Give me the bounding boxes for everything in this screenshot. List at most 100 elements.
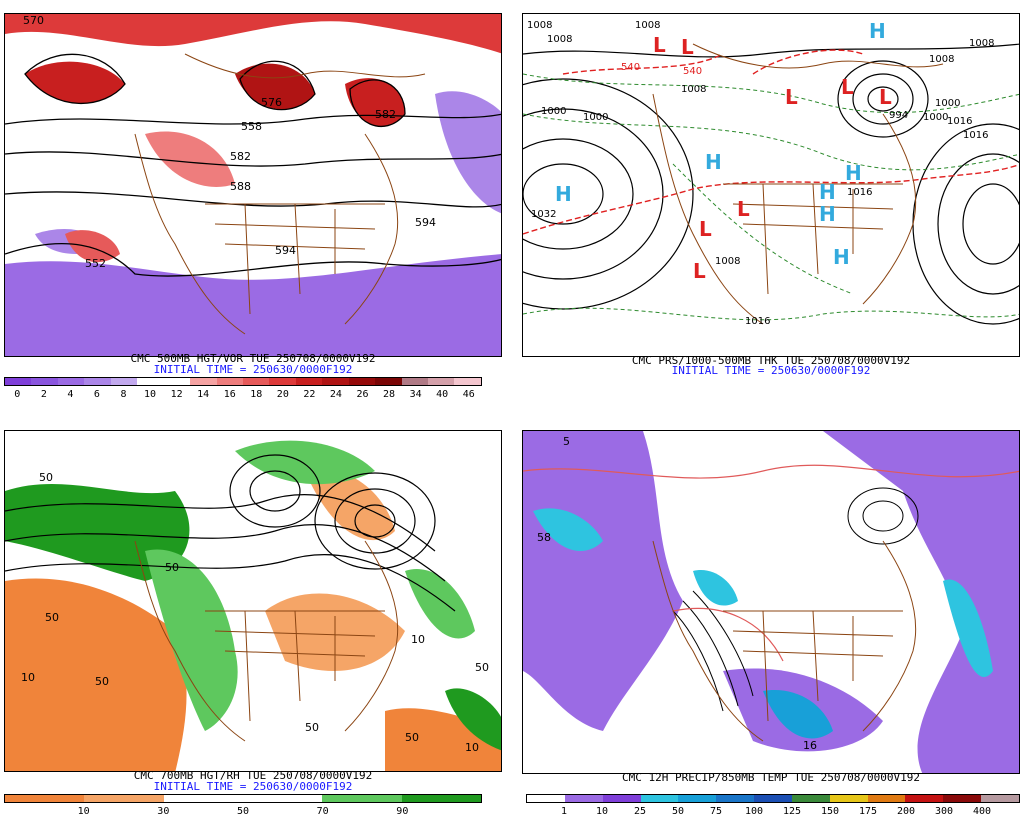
low-pressure-center: L [699, 217, 712, 241]
map-label: 50 [45, 611, 59, 624]
precip-moderate-fill [943, 579, 993, 677]
map-label: 1000 [923, 112, 948, 123]
panel-init-time: INITIAL TIME = 250630/0000F192 [153, 363, 353, 376]
colorbar-label: 12 [170, 389, 183, 400]
colorbar-label: 20 [276, 389, 289, 400]
colorbar-label: 70 [316, 806, 329, 817]
temperature-contours [672, 487, 919, 712]
high-pressure-center: H [555, 182, 572, 206]
colorbar-labels: 1 10 25 50 75 100 125 150 175 200 300 400 [526, 806, 1020, 818]
map-label: 50 [475, 661, 489, 674]
colorbar-labels: 10 30 50 70 90 [4, 806, 482, 818]
colorbar-label: 150 [820, 806, 840, 817]
map-label: 1008 [547, 34, 572, 45]
map-label: 50 [305, 721, 319, 734]
colorbar [4, 377, 482, 386]
colorbar-label: 125 [782, 806, 802, 817]
colorbar-swatch [322, 795, 402, 802]
colorbar-swatch [242, 795, 323, 802]
colorbar-label: 400 [972, 806, 992, 817]
map-label: 1008 [527, 20, 552, 31]
colorbar-label: 16 [223, 389, 236, 400]
colorbar-label: 300 [934, 806, 954, 817]
map-label: 540 [621, 62, 640, 73]
map-label: 58 [537, 531, 551, 544]
map-label: 1016 [847, 187, 872, 198]
low-pressure-center: L [693, 259, 706, 283]
colorbar-swatch [943, 795, 982, 802]
map-label: 582 [375, 108, 396, 121]
colorbar-label: 40 [436, 389, 449, 400]
map-label: 1008 [969, 38, 994, 49]
colorbar-swatch [401, 795, 481, 802]
panel-title: CMC 500MB HGT/VOR TUE 250708/0000V192 [130, 352, 376, 365]
map-prs-thk: H H H H H H H L L L L L L L L 1032 1016 … [522, 13, 1020, 357]
colorbar-label: 8 [120, 389, 127, 400]
panel-title: CMC 12H PRECIP/850MB TEMP TUE 250708/000… [621, 771, 920, 784]
vorticity-high-fill [235, 63, 315, 110]
precip-light-fill [523, 431, 683, 731]
map-label: 1008 [635, 20, 660, 31]
panel-init-time: INITIAL TIME = 250630/0000F192 [671, 364, 871, 377]
colorbar-label: 100 [744, 806, 764, 817]
colorbar-swatch [269, 378, 296, 385]
map-label: 1000 [583, 112, 608, 123]
low-pressure-center: L [737, 197, 750, 221]
colorbar-swatch [348, 378, 376, 385]
map-700mb: 50 50 10 50 50 50 10 50 50 10 [4, 430, 502, 772]
isobars [523, 43, 1019, 325]
colorbar-swatch [564, 795, 603, 802]
coastlines [134, 53, 426, 335]
panel-12h-precip-850mb-temp: 5 16 58 CMC 12H PRECIP/850MB TEMP TUE 25… [518, 415, 1024, 819]
colorbar-label: 18 [250, 389, 263, 400]
high-pressure-center: H [819, 202, 836, 226]
colorbar-label: 26 [356, 389, 369, 400]
freezing-line [523, 464, 1019, 662]
colorbar-label: 24 [329, 389, 342, 400]
map-label: 5 [563, 435, 570, 448]
map-label: 594 [275, 244, 296, 257]
vorticity-high-fill [65, 230, 120, 263]
colorbar-label: 25 [633, 806, 647, 817]
thickness-540-line [523, 49, 1019, 235]
rh-moist-fill [145, 549, 238, 731]
colorbar-swatch [678, 795, 717, 802]
colorbar-swatch [527, 795, 565, 802]
map-label: 1032 [531, 209, 556, 220]
colorbar-swatch [84, 378, 111, 385]
colorbar [4, 794, 482, 803]
high-pressure-center: H [845, 161, 862, 185]
vorticity-low-fill [5, 254, 501, 356]
colorbar-swatch [216, 378, 243, 385]
colorbar-label: 50 [671, 806, 685, 817]
colorbar-swatch [401, 378, 428, 385]
precip-moderate-fill [533, 508, 603, 551]
rh-dry-fill [305, 469, 395, 541]
map-label: 1016 [947, 116, 972, 127]
colorbar-swatch [602, 795, 641, 802]
panel-prs-thk: H H H H H H H L L L L L L L L 1032 1016 … [518, 0, 1024, 404]
colorbar-swatch [57, 378, 85, 385]
map-label: 570 [23, 14, 44, 27]
coastlines [652, 540, 917, 742]
low-pressure-center: L [879, 85, 892, 109]
colorbar-swatch [375, 378, 402, 385]
panel-500mb-hgt-vor: 570 552 558 576 582 588 594 594 582 CMC … [0, 0, 506, 404]
low-pressure-center: L [841, 75, 854, 99]
map-label: 994 [889, 110, 908, 121]
map-label: 1016 [745, 316, 770, 327]
map-label: 540 [683, 66, 702, 77]
colorbar-swatch [454, 378, 481, 385]
colorbar-swatch [84, 795, 164, 802]
map-label: 1008 [681, 84, 706, 95]
colorbar-label: 10 [595, 806, 609, 817]
colorbar-label: 2 [40, 389, 47, 400]
map-label: 50 [39, 471, 53, 484]
colorbar-label: 50 [236, 806, 250, 817]
colorbar-label: 175 [858, 806, 878, 817]
colorbar-label: 0 [14, 389, 21, 400]
colorbar-swatch [242, 378, 270, 385]
rh-moist-fill [235, 440, 375, 485]
colorbar-swatch [163, 378, 191, 385]
colorbar-label: 22 [303, 389, 316, 400]
